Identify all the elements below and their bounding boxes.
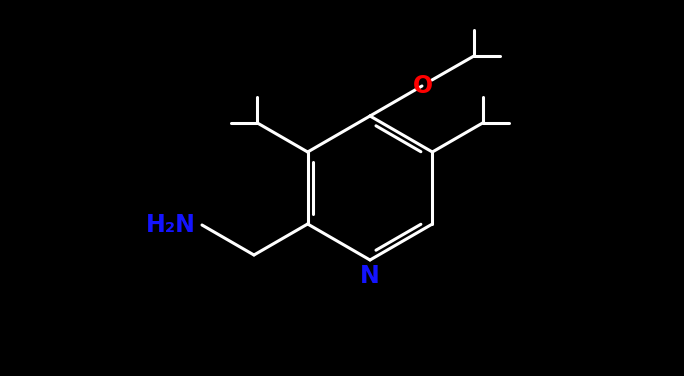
Text: H₂N: H₂N xyxy=(146,213,196,237)
Text: N: N xyxy=(360,264,380,288)
Text: O: O xyxy=(413,74,433,98)
